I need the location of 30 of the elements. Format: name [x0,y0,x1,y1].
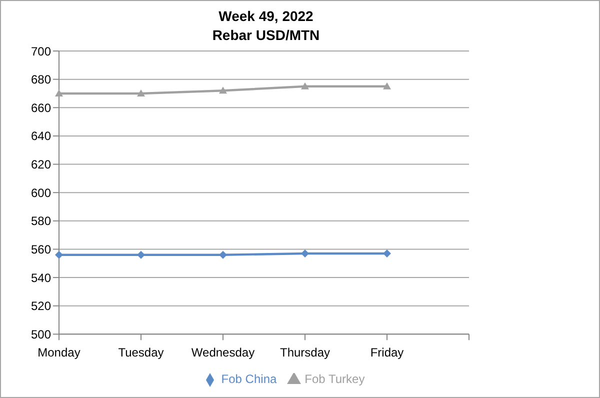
point [383,82,391,90]
chart-title: Week 49, 2022 [218,7,314,26]
point [301,249,309,258]
y-tick-label: 540 [30,270,52,285]
x-tick-label: Thursday [280,346,330,360]
point [219,86,227,94]
chart-subtitle: Rebar USD/MTN [211,26,321,45]
x-tick-label: Wednesday [191,346,255,360]
y-tick-label: 640 [30,129,52,144]
point [219,250,227,259]
x-tick-label: Monday [38,346,80,360]
point [137,250,145,259]
y-tick-label: 580 [30,214,52,228]
y-tick-label: 560 [30,242,52,256]
x-tick-label: Tuesday [118,346,164,360]
point [137,89,145,96]
y-tick-label: 680 [30,72,52,87]
y-tick-label: 600 [30,186,52,200]
y-tick-label: 520 [30,299,52,314]
point [55,89,63,96]
y-tick-label: 660 [30,100,52,115]
y-tick-label: 620 [30,158,52,172]
legend-label: Fob Turkey [304,372,365,386]
legend-label: Fob China [221,372,277,386]
y-tick-label: 500 [30,327,52,342]
y-tick-label: 700 [30,44,52,58]
point [55,250,63,259]
point [383,249,391,258]
point [301,82,309,90]
x-tick-label: Friday [370,346,404,360]
